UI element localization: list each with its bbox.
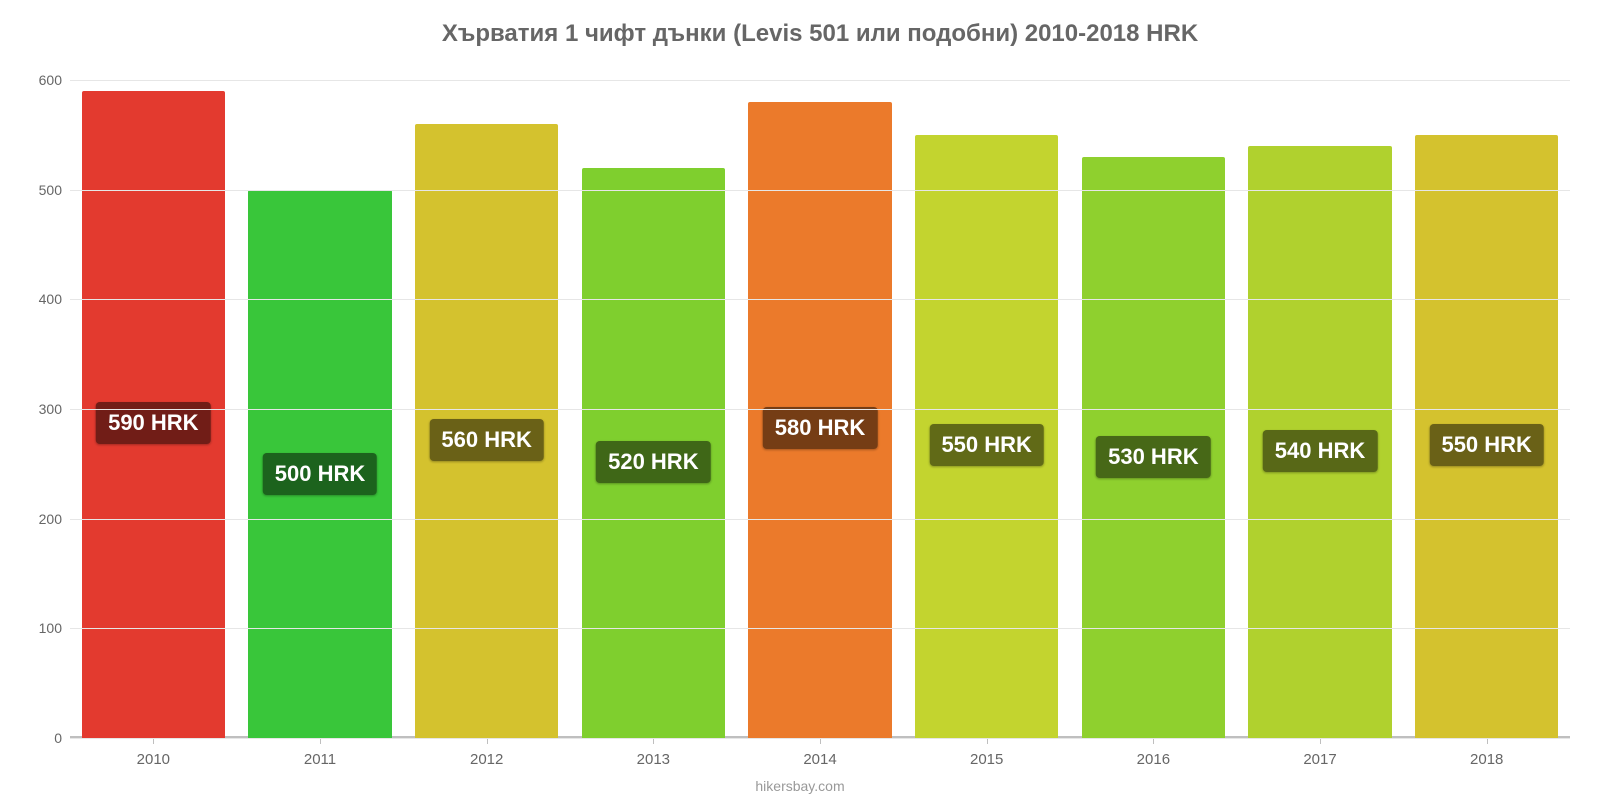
bar: 580 HRK	[748, 102, 891, 738]
x-tick-label: 2015	[903, 751, 1070, 768]
bar-value-label: 560 HRK	[429, 419, 543, 461]
y-axis: 0100200300400500600	[20, 58, 70, 738]
y-tick-label: 600	[12, 72, 62, 88]
bar: 520 HRK	[582, 168, 725, 738]
bar: 550 HRK	[1415, 135, 1558, 738]
bar-value-label: 590 HRK	[96, 402, 210, 444]
bar-slot: 590 HRK	[70, 58, 237, 738]
bar-value-label: 540 HRK	[1263, 430, 1377, 472]
bar: 590 HRK	[82, 91, 225, 738]
bar-value-label: 550 HRK	[1429, 424, 1543, 466]
bar-value-label: 530 HRK	[1096, 436, 1210, 478]
x-tick-label: 2013	[570, 751, 737, 768]
x-tick-label: 2012	[403, 751, 570, 768]
bar-value-label: 500 HRK	[263, 453, 377, 495]
bar: 530 HRK	[1082, 157, 1225, 738]
x-tick-label: 2017	[1237, 751, 1404, 768]
x-tick-label: 2011	[237, 751, 404, 768]
bar-slot: 540 HRK	[1237, 58, 1404, 738]
gridline	[70, 519, 1570, 520]
x-tick-label: 2016	[1070, 751, 1237, 768]
x-tick-label: 2010	[70, 751, 237, 768]
y-tick-label: 300	[12, 401, 62, 417]
bar-slot: 520 HRK	[570, 58, 737, 738]
y-tick-label: 100	[12, 620, 62, 636]
bar-slot: 550 HRK	[1403, 58, 1570, 738]
y-tick-label: 200	[12, 511, 62, 527]
bar: 540 HRK	[1248, 146, 1391, 738]
chart-container: Хърватия 1 чифт дънки (Levis 501 или под…	[0, 0, 1600, 800]
bar-slot: 500 HRK	[237, 58, 404, 738]
gridline	[70, 80, 1570, 81]
chart-title: Хърватия 1 чифт дънки (Levis 501 или под…	[70, 20, 1570, 48]
bar-value-label: 520 HRK	[596, 441, 710, 483]
bar: 560 HRK	[415, 124, 558, 738]
chart-footer: hikersbay.com	[0, 778, 1600, 794]
x-axis-labels: 201020112012201320142015201620172018	[70, 751, 1570, 768]
gridline	[70, 738, 1570, 739]
gridline	[70, 299, 1570, 300]
bar-value-label: 580 HRK	[763, 407, 877, 449]
bar: 550 HRK	[915, 135, 1058, 738]
y-tick-label: 0	[12, 730, 62, 746]
gridline	[70, 628, 1570, 629]
plot-area: 0100200300400500600 590 HRK500 HRK560 HR…	[70, 58, 1570, 738]
y-tick-label: 400	[12, 291, 62, 307]
bar-slot: 560 HRK	[403, 58, 570, 738]
bar-value-label: 550 HRK	[929, 424, 1043, 466]
bar-slot: 550 HRK	[903, 58, 1070, 738]
x-tick-label: 2014	[737, 751, 904, 768]
gridline	[70, 190, 1570, 191]
bar-slot: 580 HRK	[737, 58, 904, 738]
gridline	[70, 409, 1570, 410]
x-tick-label: 2018	[1403, 751, 1570, 768]
bars-group: 590 HRK 500 HRK 560 HRK 520 HRK 580 HRK 550 H…	[70, 58, 1570, 738]
y-tick-label: 500	[12, 182, 62, 198]
bar: 500 HRK	[248, 190, 391, 738]
bar-slot: 530 HRK	[1070, 58, 1237, 738]
